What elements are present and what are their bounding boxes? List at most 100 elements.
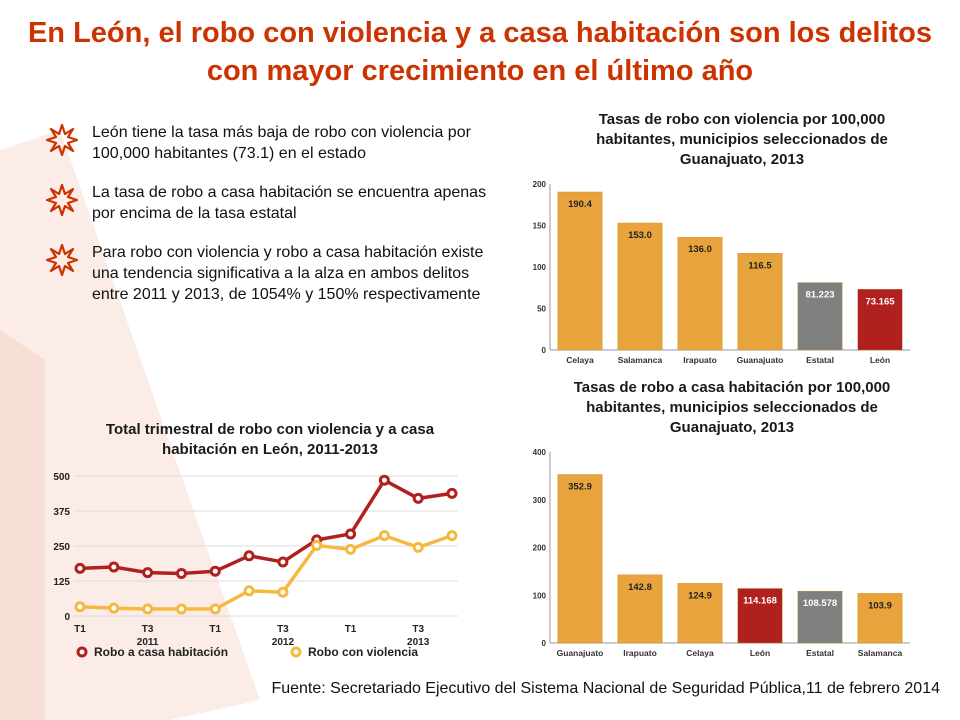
bar-value-label: 103.9 [868, 600, 892, 611]
bullet-text: Para robo con violencia y robo a casa ha… [92, 244, 484, 303]
legend-label: Robo con violencia [308, 645, 418, 659]
data-point [378, 530, 390, 542]
chart-title: Tasas de robo con violencia por 100,000 … [596, 111, 888, 168]
legend-marker [290, 646, 302, 658]
x-tick-label: Salamanca [858, 648, 903, 658]
bar [617, 574, 663, 644]
line-chart-trimestral: Total trimestral de robo con violencia y… [40, 418, 480, 668]
bar-value-label: 190.4 [568, 199, 592, 210]
bar [677, 236, 723, 351]
bar-chart-robo-violencia: Tasas de robo con violencia por 100,000 … [512, 108, 922, 370]
bullet-item: La tasa de robo a casa habitación se enc… [40, 182, 510, 224]
data-point [446, 530, 458, 542]
bullet-item: Para robo con violencia y robo a casa ha… [40, 242, 510, 305]
x-tick-label: T3 [277, 624, 289, 635]
bar-value-label: 124.9 [688, 590, 712, 601]
x-tick-label: T3 [142, 624, 154, 635]
x-tick-label: Celaya [686, 648, 714, 658]
data-point [277, 586, 289, 598]
starburst-icon [46, 184, 78, 216]
data-point [108, 561, 120, 573]
year-label: 2013 [407, 637, 430, 648]
y-tick-label: 250 [53, 542, 70, 553]
bullet-item: León tiene la tasa más baja de robo con … [40, 122, 510, 164]
y-tick-label: 100 [533, 591, 547, 600]
data-point [108, 602, 120, 614]
chart-title: Tasas de robo a casa habitación por 100,… [573, 379, 891, 436]
page-title: En León, el robo con violencia y a casa … [27, 17, 933, 87]
bar-value-label: 73.165 [865, 296, 895, 307]
x-tick-label: Celaya [566, 355, 594, 365]
data-point [412, 492, 424, 504]
data-point [345, 528, 357, 540]
data-point [74, 601, 86, 613]
bullet-text: León tiene la tasa más baja de robo con … [92, 124, 471, 162]
bullet-text: La tasa de robo a casa habitación se enc… [92, 184, 487, 222]
data-point [446, 487, 458, 499]
y-tick-label: 300 [533, 496, 547, 505]
year-label: 2012 [272, 637, 295, 648]
series-line [79, 478, 453, 576]
x-tick-label: Irapuato [623, 648, 657, 658]
x-tick-label: León [750, 648, 770, 658]
bar-chart-robo-casa: Tasas de robo a casa habitación por 100,… [512, 374, 922, 670]
bar [737, 253, 783, 351]
x-tick-label: Guanajuato [557, 648, 604, 658]
bar-value-label: 81.223 [805, 290, 834, 301]
bar [557, 474, 603, 644]
legend-label: Robo a casa habitación [94, 645, 228, 659]
y-tick-label: 0 [64, 612, 70, 623]
bar [857, 289, 903, 351]
y-tick-label: 200 [533, 544, 547, 553]
x-tick-label: Salamanca [618, 355, 663, 365]
bar [737, 588, 783, 644]
data-point [412, 541, 424, 553]
y-tick-label: 150 [533, 222, 547, 231]
data-point [175, 567, 187, 579]
x-tick-label: Irapuato [683, 355, 717, 365]
x-tick-label: T3 [412, 624, 424, 635]
bar-chart-plot: 0 50 100 150 200 190.4 Celaya 153.0 Salamanca 136… [533, 180, 910, 365]
x-tick-label: T1 [74, 624, 86, 635]
year-label: 2011 [137, 637, 159, 648]
x-tick-label: León [870, 355, 890, 365]
bar-value-label: 153.0 [628, 230, 652, 241]
x-tick-label: Estatal [806, 648, 834, 658]
y-tick-label: 0 [542, 639, 547, 648]
bar-value-label: 136.0 [688, 244, 712, 255]
bar-value-label: 114.168 [743, 595, 777, 606]
bar [797, 282, 843, 351]
data-point [277, 556, 289, 568]
starburst-icon [46, 124, 78, 156]
bar [797, 590, 843, 644]
y-tick-label: 500 [53, 472, 70, 483]
y-tick-label: 125 [53, 577, 70, 588]
y-tick-label: 0 [542, 346, 547, 355]
x-tick-label: Estatal [806, 355, 834, 365]
data-point [142, 567, 154, 579]
starburst-icon [46, 244, 78, 276]
bar-value-label: 142.8 [628, 582, 652, 593]
y-tick-label: 200 [533, 180, 547, 189]
bar-value-label: 108.578 [803, 598, 837, 609]
x-tick-label: T1 [209, 624, 221, 635]
data-point [175, 603, 187, 615]
y-tick-label: 400 [533, 448, 547, 457]
data-point [243, 585, 255, 597]
bullet-list: León tiene la tasa más baja de robo con … [40, 122, 510, 323]
data-point [142, 603, 154, 615]
data-point [209, 565, 221, 577]
data-point [311, 539, 323, 551]
bar [677, 583, 723, 644]
bar [557, 191, 603, 351]
bar [857, 593, 903, 644]
data-point [74, 562, 86, 574]
y-tick-label: 375 [53, 507, 70, 518]
legend-marker [76, 646, 88, 658]
source-note: Fuente: Secretariado Ejecutivo del Siste… [271, 680, 940, 697]
bar [617, 222, 663, 351]
data-point [209, 603, 221, 615]
data-point [378, 474, 390, 486]
bar-chart-plot: 0 100 200 300 400 352.9 Guanajuato 142.8 Irapuat… [533, 448, 910, 658]
